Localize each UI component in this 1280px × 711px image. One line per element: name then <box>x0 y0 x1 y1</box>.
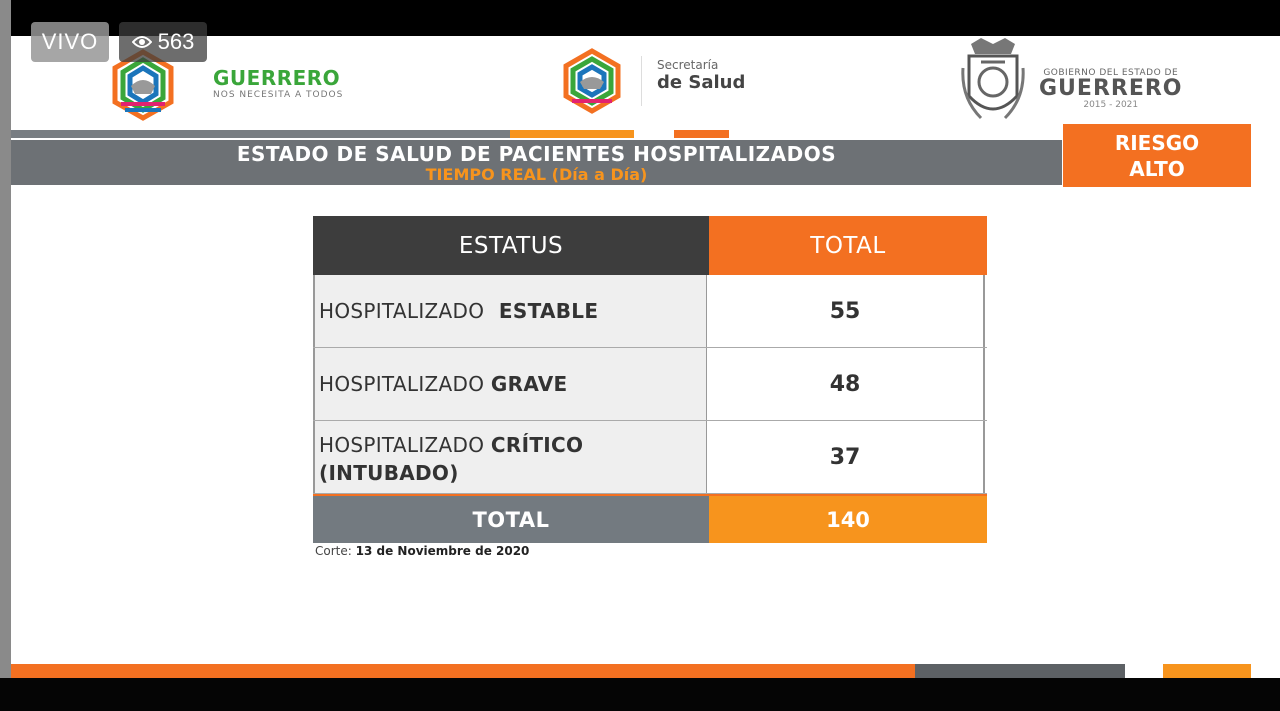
risk-level-badge: RIESGO ALTO <box>1063 124 1251 187</box>
secretaria-salud-logo-icon <box>563 48 621 114</box>
guerrero-logo-title: GUERRERO <box>213 66 341 90</box>
title-accent-gray <box>11 130 511 138</box>
cut-date-note: Corte: 13 de Noviembre de 2020 <box>315 544 529 558</box>
viewer-count: 563 <box>157 29 195 54</box>
eye-icon <box>131 36 152 48</box>
column-header-status: ESTATUS <box>313 216 709 275</box>
column-header-total: TOTAL <box>709 216 987 275</box>
row-status-prefix: HOSPITALIZADO <box>319 372 491 396</box>
cut-date: 13 de Noviembre de 2020 <box>355 544 530 558</box>
gobierno-estado-text: GOBIERNO DEL ESTADO DE GUERRERO 2015 - 2… <box>1039 68 1183 110</box>
gobierno-label: GOBIERNO DEL ESTADO DE <box>1043 68 1179 78</box>
title-accent-orange-small <box>674 130 729 138</box>
live-badge: VIVO <box>31 22 109 62</box>
gobierno-period-label: 2015 - 2021 <box>1083 100 1139 110</box>
title-bar: ESTADO DE SALUD DE PACIENTES HOSPITALIZA… <box>11 140 1062 185</box>
risk-line-2: ALTO <box>1129 156 1185 181</box>
footer-stripe-orange-right <box>1163 664 1251 678</box>
footer-stripe-orange <box>11 664 915 678</box>
secretaria-label: Secretaría <box>657 58 719 72</box>
guerrero-logo-icon <box>112 49 174 121</box>
row-status-cell: HOSPITALIZADO ESTABLE <box>313 275 707 347</box>
row-status-strong: ESTABLE <box>498 299 599 323</box>
row-status-strong: GRAVE <box>490 372 568 396</box>
row-status-prefix: HOSPITALIZADO <box>319 433 491 457</box>
video-bottom-bar <box>0 678 1280 711</box>
table-footer: TOTAL 140 <box>313 494 987 543</box>
row-value-cell: 37 <box>707 421 985 493</box>
page-title: ESTADO DE SALUD DE PACIENTES HOSPITALIZA… <box>236 142 837 166</box>
table-header: ESTATUS TOTAL <box>313 216 987 275</box>
cut-label: Corte: <box>315 544 352 558</box>
total-label: TOTAL <box>313 496 709 543</box>
hospitalized-status-table: ESTATUS TOTAL HOSPITALIZADO ESTABLE 55 H… <box>313 216 987 543</box>
row-value-cell: 48 <box>707 348 985 420</box>
page-subtitle: TIEMPO REAL (Día a Día) <box>425 165 648 184</box>
presentation-slide: GUERRERO NOS NECESITA A TODOS Secretaría… <box>11 36 1280 678</box>
viewer-count-badge: 563 <box>119 22 207 62</box>
table-row: HOSPITALIZADO CRÍTICO (INTUBADO) 37 <box>313 421 987 494</box>
row-status-strong: CRÍTICO (INTUBADO) <box>319 433 584 485</box>
risk-line-1: RIESGO <box>1114 130 1200 155</box>
table-row: HOSPITALIZADO GRAVE 48 <box>313 348 987 421</box>
secretaria-salud-text: Secretaría de Salud <box>657 58 745 93</box>
salud-label: de Salud <box>657 72 746 93</box>
gobierno-guerrero-label: GUERRERO <box>1039 76 1183 101</box>
left-frame-strip <box>0 0 11 711</box>
header-separator <box>641 56 642 106</box>
state-seal-icon <box>961 38 1025 120</box>
title-accent-orange <box>510 130 634 138</box>
table-row: HOSPITALIZADO ESTABLE 55 <box>313 275 987 348</box>
guerrero-logo-text: GUERRERO NOS NECESITA A TODOS <box>213 66 343 100</box>
guerrero-logo-tagline: NOS NECESITA A TODOS <box>213 90 344 100</box>
row-status-cell: HOSPITALIZADO GRAVE <box>313 348 707 420</box>
total-value: 140 <box>709 496 987 543</box>
row-status-cell: HOSPITALIZADO CRÍTICO (INTUBADO) <box>313 421 707 493</box>
row-value-cell: 55 <box>707 275 985 347</box>
footer-stripe-gray <box>915 664 1125 678</box>
row-status-prefix: HOSPITALIZADO <box>319 299 491 323</box>
